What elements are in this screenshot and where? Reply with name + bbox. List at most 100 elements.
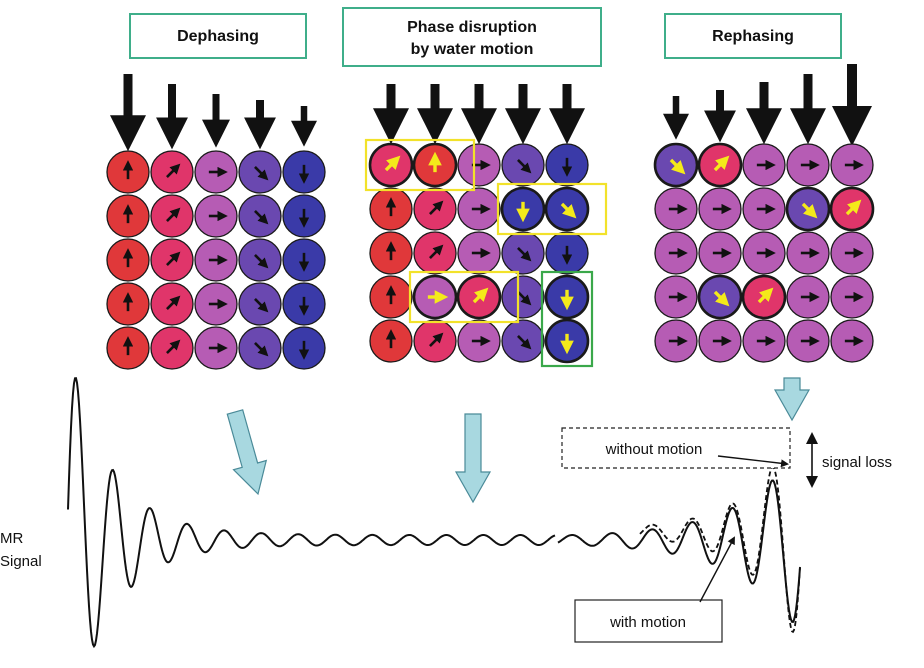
- spin-magenta: [698, 231, 742, 275]
- spin-purple: [238, 150, 282, 194]
- spin-phase-arrow: [517, 291, 532, 306]
- spin-red: [106, 194, 150, 238]
- spin-blue-moved: [544, 186, 590, 232]
- panel-title-phase-disruption-line2: by water motion: [411, 41, 534, 58]
- spin-purple: [501, 231, 545, 275]
- spin-magenta: [698, 319, 742, 363]
- spin-purple: [501, 143, 545, 187]
- spin-phase-arrow: [166, 251, 181, 266]
- spin-magenta: [194, 150, 238, 194]
- signal-loss-label: signal loss: [822, 454, 892, 471]
- spin-purple-moved: [697, 274, 743, 320]
- spin-phase-arrow: [669, 158, 686, 175]
- spin-magenta: [457, 231, 501, 275]
- spin-crimson: [150, 194, 194, 238]
- panel-title-phase-disruption: Phase disruption by water motion: [342, 7, 602, 67]
- spin-magenta: [654, 319, 698, 363]
- spin-phase-arrow: [472, 287, 489, 304]
- mr-signal-axis-label-line2: Signal: [0, 553, 42, 570]
- spin-magenta: [194, 194, 238, 238]
- spin-purple: [238, 282, 282, 326]
- spin-crimson: [413, 231, 457, 275]
- mr-signal-axis-label-line1: MR: [0, 530, 23, 547]
- fid-decay-curve: [67, 377, 556, 649]
- spin-blue: [282, 238, 326, 282]
- highlight-box-yellow: [408, 270, 520, 324]
- flow-arrow: [454, 413, 492, 504]
- spin-purple: [501, 319, 545, 363]
- highlight-box-green: [540, 270, 594, 368]
- spin-phase-arrow: [517, 159, 532, 174]
- spin-phase-arrow: [429, 200, 444, 215]
- with-motion-label: with motion: [609, 614, 686, 631]
- spin-crimson: [413, 187, 457, 231]
- spin-magenta: [830, 143, 874, 187]
- spin-phase-arrow: [757, 287, 774, 304]
- spin-phase-arrow: [560, 202, 577, 219]
- spin-crimson-moved: [456, 274, 502, 320]
- spin-phase-arrow: [166, 163, 181, 178]
- spin-magenta: [786, 231, 830, 275]
- spin-magenta: [194, 238, 238, 282]
- spin-red: [106, 150, 150, 194]
- flow-arrow: [773, 377, 811, 422]
- spin-phase-arrow: [429, 244, 444, 259]
- spin-crimson-moved: [368, 142, 414, 188]
- spin-crimson-moved: [741, 274, 787, 320]
- spin-blue-moved: [500, 186, 546, 232]
- spin-blue: [282, 150, 326, 194]
- spin-red: [369, 275, 413, 319]
- spin-blue: [282, 282, 326, 326]
- spin-blue: [282, 326, 326, 370]
- spin-red: [369, 319, 413, 363]
- spin-red: [369, 231, 413, 275]
- spin-red-moved: [412, 142, 458, 188]
- spin-magenta: [194, 326, 238, 370]
- echo-with-motion-curve: [557, 479, 801, 623]
- spin-phase-arrow: [254, 342, 269, 357]
- spin-crimson-moved: [829, 186, 875, 232]
- spin-phase-arrow: [801, 202, 818, 219]
- spin-red: [106, 326, 150, 370]
- highlight-box-yellow: [496, 182, 608, 236]
- spin-phase-arrow: [713, 290, 730, 307]
- panel-title-rephasing: Rephasing: [664, 13, 842, 59]
- spin-phase-arrow: [166, 295, 181, 310]
- flow-arrows: [226, 377, 811, 504]
- spin-blue: [282, 194, 326, 238]
- signal-loss-indicator: signal loss: [806, 432, 892, 488]
- spin-phase-arrow: [713, 155, 730, 172]
- spin-phase-arrow: [429, 332, 444, 347]
- spin-phase-arrow: [384, 155, 401, 172]
- spin-phase-arrow: [254, 298, 269, 313]
- panel-phase-disruption: [364, 84, 608, 368]
- panel-dephasing: [106, 74, 326, 370]
- spin-magenta: [830, 319, 874, 363]
- spin-crimson: [413, 319, 457, 363]
- spin-blue-moved: [544, 318, 590, 364]
- spin-magenta: [786, 143, 830, 187]
- spin-blue: [545, 143, 589, 187]
- spin-phase-arrow: [845, 199, 862, 216]
- spin-red: [369, 187, 413, 231]
- spin-magenta: [742, 143, 786, 187]
- spin-phase-arrow: [166, 207, 181, 222]
- spin-purple: [501, 275, 545, 319]
- spin-magenta: [457, 319, 501, 363]
- spin-magenta-moved: [412, 274, 458, 320]
- panel-title-rephasing-text: Rephasing: [712, 28, 794, 45]
- spin-phase-arrow: [166, 339, 181, 354]
- spin-purple: [238, 326, 282, 370]
- spin-purple: [238, 238, 282, 282]
- spin-purple: [238, 194, 282, 238]
- spin-magenta: [786, 275, 830, 319]
- spin-phase-arrow: [517, 335, 532, 350]
- spin-magenta: [786, 319, 830, 363]
- flow-arrow: [226, 409, 268, 496]
- spin-purple-moved: [653, 142, 699, 188]
- spin-magenta: [654, 231, 698, 275]
- spin-magenta: [457, 187, 501, 231]
- spin-purple-moved: [785, 186, 831, 232]
- spin-crimson-moved: [697, 142, 743, 188]
